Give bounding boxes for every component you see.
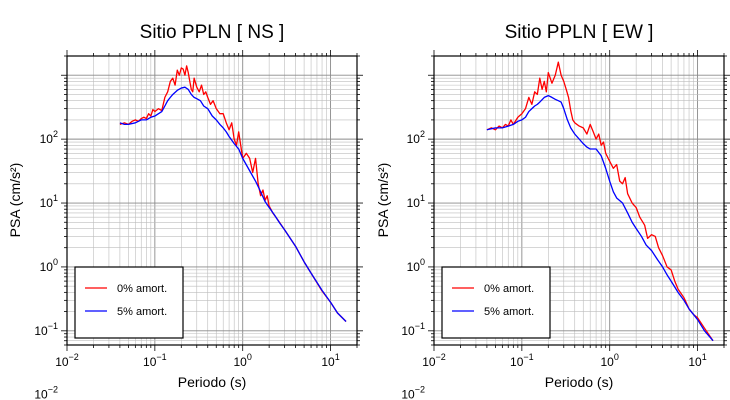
series-line-undamped: [119, 65, 347, 322]
y-tick-exponent: −2: [48, 385, 58, 395]
y-tick-label: 10−2: [401, 385, 425, 400]
plot-frame: [66, 55, 358, 346]
x-tick-exponent: −2: [69, 352, 79, 362]
legend: 0% amort. 5% amort.: [74, 266, 184, 339]
x-tick-exponent: −2: [436, 352, 446, 362]
x-tick-label: 10−2: [422, 352, 446, 369]
y-tick-exponent: 0: [420, 257, 425, 267]
y-tick-label: 10−1: [34, 321, 58, 338]
x-tick-label: 101: [321, 352, 339, 369]
y-axis-label: PSA (cm/s²): [7, 163, 23, 238]
y-tick-label: 10−2: [34, 385, 58, 400]
legend-label-1: 5% amort.: [117, 306, 167, 318]
x-tick-exponent: 1: [702, 352, 707, 362]
y-tick-exponent: 2: [420, 129, 425, 139]
grid: [66, 55, 358, 346]
plot-frame: [433, 55, 725, 346]
series-group: [486, 61, 714, 342]
chart-title: Sitio PPLN [ EW ]: [505, 22, 654, 43]
series-line-damped: [119, 86, 347, 322]
legend-label-1: 5% amort.: [484, 306, 534, 318]
y-tick-label: 102: [40, 129, 58, 146]
x-tick-label: 10−1: [143, 352, 167, 369]
series-line-damped: [486, 94, 714, 342]
series-group: [119, 65, 347, 322]
x-tick-exponent: 0: [614, 352, 619, 362]
y-tick-exponent: −2: [415, 385, 425, 395]
y-axis-label: PSA (cm/s²): [375, 163, 391, 238]
chart-title: Sitio PPLN [ NS ]: [140, 22, 285, 43]
y-tick-exponent: 0: [53, 257, 58, 267]
legend-box: [74, 266, 184, 339]
x-tick-exponent: −1: [156, 352, 166, 362]
y-tick-exponent: −1: [415, 321, 425, 331]
series-line-undamped: [486, 61, 714, 342]
legend: 0% amort. 5% amort.: [441, 266, 551, 339]
y-tick-label: 102: [407, 129, 425, 146]
y-tick-label: 101: [40, 193, 58, 210]
y-tick-exponent: 2: [53, 129, 58, 139]
x-axis-label: Periodo (s): [545, 374, 613, 390]
y-tick-exponent: 1: [53, 193, 58, 203]
legend-label-0: 0% amort.: [484, 283, 534, 295]
legend-label-0: 0% amort.: [117, 283, 167, 295]
x-tick-label: 10−2: [55, 352, 79, 369]
chart-panel-ew: Sitio PPLN [ EW ] 10−2 10−1 100 10110−210−1…: [375, 22, 730, 400]
y-tick-label: 10−1: [401, 321, 425, 338]
x-tick-exponent: 1: [335, 352, 340, 362]
x-tick-exponent: 0: [247, 352, 252, 362]
x-tick-exponent: −1: [523, 352, 533, 362]
legend-box: [441, 266, 551, 339]
x-axis-label: Periodo (s): [178, 374, 246, 390]
x-tick-label: 100: [601, 352, 619, 369]
y-tick-label: 100: [407, 257, 425, 274]
y-tick-label: 101: [407, 193, 425, 210]
chart-panel-ns: Sitio PPLN [ NS ] 10−2 10−1 100 10110−210−1…: [7, 22, 363, 400]
x-tick-label: 101: [688, 352, 706, 369]
x-tick-label: 10−1: [510, 352, 534, 369]
y-tick-exponent: −1: [48, 321, 58, 331]
y-tick-exponent: 1: [420, 193, 425, 203]
y-tick-label: 100: [40, 257, 58, 274]
x-tick-label: 100: [234, 352, 252, 369]
